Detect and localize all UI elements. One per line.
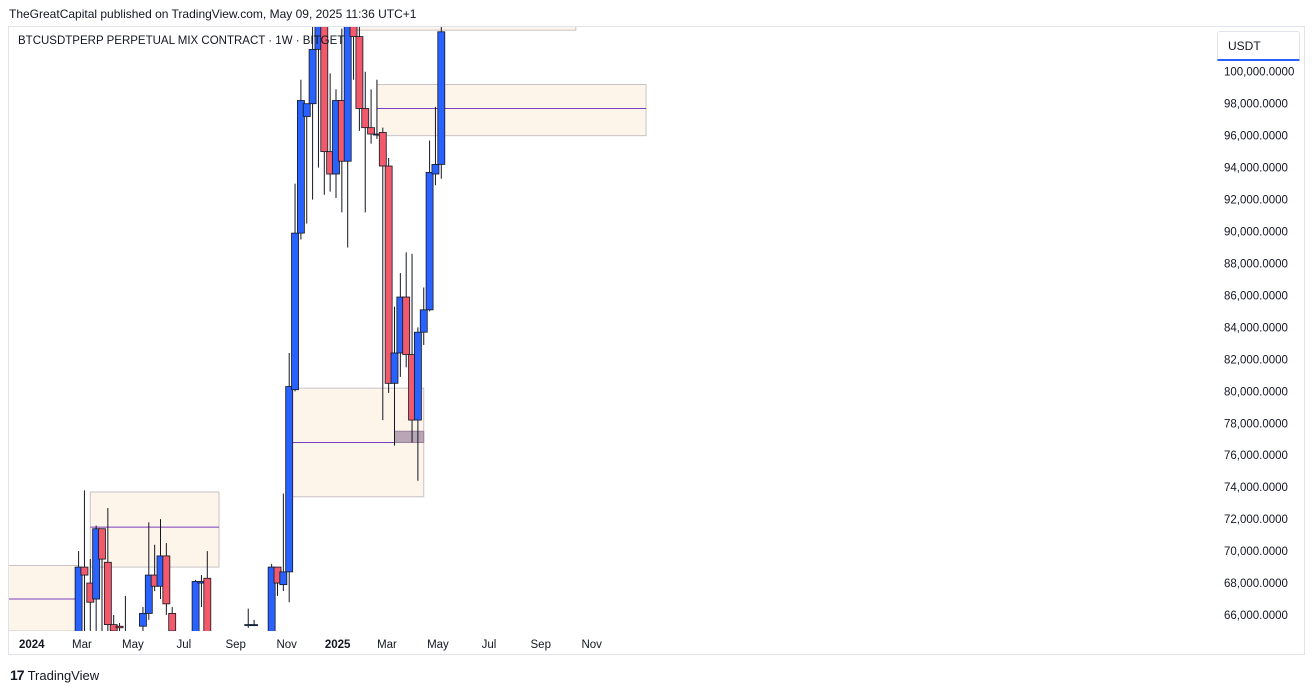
price-tick-label: 66,000.0000 bbox=[1224, 610, 1288, 622]
price-tick-label: 86,000.0000 bbox=[1224, 290, 1288, 302]
candle-down bbox=[98, 528, 106, 560]
price-tick-label: 84,000.0000 bbox=[1224, 322, 1288, 334]
price-tick-label: 96,000.0000 bbox=[1224, 131, 1288, 143]
time-tick-label: Nov bbox=[581, 639, 602, 651]
candle-down bbox=[115, 625, 124, 629]
candle-down bbox=[384, 165, 393, 384]
time-tick-label: May bbox=[427, 639, 449, 651]
candle-down bbox=[168, 613, 177, 631]
candle-down bbox=[355, 36, 364, 109]
price-tick-label: 80,000.0000 bbox=[1224, 386, 1288, 398]
candle-up bbox=[390, 352, 399, 384]
supply-demand-zone bbox=[376, 84, 647, 137]
highlight-box bbox=[393, 430, 425, 443]
currency-button[interactable]: USDT bbox=[1217, 31, 1300, 61]
candle-down bbox=[349, 27, 358, 37]
price-tick-label: 100,000.0000 bbox=[1224, 67, 1294, 79]
time-tick-label: May bbox=[122, 639, 144, 651]
candle-up bbox=[74, 566, 83, 631]
candle-down bbox=[378, 132, 387, 167]
candle-up bbox=[139, 613, 147, 627]
tradingview-mark-icon: 17 bbox=[10, 667, 25, 683]
candle-up bbox=[285, 386, 294, 573]
price-tick-label: 72,000.0000 bbox=[1224, 514, 1288, 526]
tradingview-brand: TradingView bbox=[27, 667, 100, 683]
candle-up bbox=[291, 232, 299, 391]
chart-frame bbox=[8, 26, 1305, 655]
candle-up bbox=[437, 31, 446, 165]
price-tick-label: 92,000.0000 bbox=[1224, 195, 1288, 207]
price-tick-label: 74,000.0000 bbox=[1224, 482, 1288, 494]
price-tick-label: 78,000.0000 bbox=[1224, 418, 1288, 430]
tradingview-logo[interactable]: 17 TradingView bbox=[10, 667, 99, 683]
candle-down bbox=[162, 555, 171, 605]
supply-demand-zone bbox=[9, 564, 80, 631]
candle-up bbox=[343, 27, 352, 162]
time-tick-label: Sep bbox=[531, 639, 551, 651]
price-tick-label: 70,000.0000 bbox=[1224, 546, 1288, 558]
candle-up bbox=[296, 100, 305, 234]
time-tick-label: Mar bbox=[377, 639, 397, 651]
candle-up bbox=[191, 581, 200, 631]
candle-up bbox=[425, 172, 434, 311]
candle-down bbox=[103, 561, 112, 626]
price-tick-label: 90,000.0000 bbox=[1224, 227, 1288, 239]
supply-demand-zone bbox=[347, 27, 577, 31]
candle-down bbox=[361, 108, 370, 129]
candle-up bbox=[302, 103, 311, 117]
candle-up bbox=[413, 331, 422, 421]
candle-up bbox=[250, 624, 258, 627]
time-tick-label: Jul bbox=[177, 639, 192, 651]
candle-up bbox=[419, 309, 428, 333]
candle-down bbox=[402, 296, 411, 355]
candle-up bbox=[279, 571, 288, 586]
candle-up bbox=[314, 27, 323, 50]
candle-up bbox=[431, 164, 440, 175]
candle-down bbox=[203, 577, 212, 631]
price-tick-label: 98,000.0000 bbox=[1224, 99, 1288, 111]
time-tick-label: Sep bbox=[225, 639, 245, 651]
candle-down bbox=[320, 27, 329, 153]
time-tick-label: Nov bbox=[276, 639, 297, 651]
time-tick-label: 2024 bbox=[19, 639, 45, 651]
time-tick-label: Jul bbox=[482, 639, 497, 651]
candle-down bbox=[80, 566, 89, 576]
candle-up bbox=[267, 566, 276, 631]
price-tick-label: 88,000.0000 bbox=[1224, 258, 1288, 270]
symbol-title: BTCUSDTPERP PERPETUAL MIX CONTRACT · 1W … bbox=[18, 35, 345, 47]
candle-up bbox=[92, 528, 101, 600]
candle-down bbox=[367, 127, 375, 135]
candle-up bbox=[144, 574, 153, 614]
price-tick-label: 82,000.0000 bbox=[1224, 354, 1288, 366]
time-tick-label: 2025 bbox=[325, 639, 351, 651]
candle-up bbox=[308, 48, 317, 105]
price-tick-label: 76,000.0000 bbox=[1224, 450, 1288, 462]
price-tick-label: 68,000.0000 bbox=[1224, 578, 1288, 590]
price-tick-label: 94,000.0000 bbox=[1224, 163, 1288, 175]
plot-area bbox=[9, 27, 647, 631]
time-tick-label: Mar bbox=[72, 639, 92, 651]
publish-caption: TheGreatCapital published on TradingView… bbox=[9, 7, 417, 21]
